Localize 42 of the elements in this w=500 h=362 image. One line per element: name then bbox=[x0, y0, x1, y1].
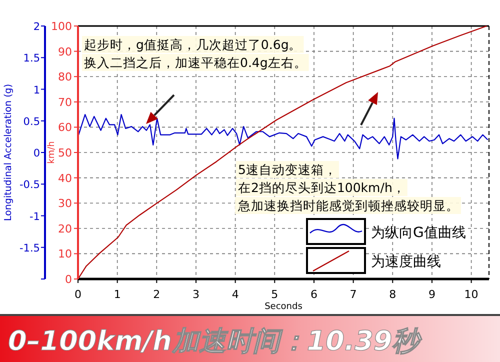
y2-tick-label: 2 bbox=[33, 21, 40, 33]
y2-tick-label: -1 bbox=[30, 210, 40, 223]
x-tick-label: 2 bbox=[153, 288, 160, 301]
y-tick-label: 0 bbox=[65, 273, 72, 286]
x-tick-label: 5 bbox=[271, 288, 278, 301]
x-tick-label: 1 bbox=[114, 288, 121, 301]
annotation: 换入二挡之后，加速平稳在0.4g左右。 bbox=[84, 55, 307, 70]
legend-label: 为速度曲线 bbox=[371, 254, 441, 270]
x-axis-title: Seconds bbox=[264, 302, 303, 312]
y-tick-label: 10 bbox=[58, 248, 72, 261]
annotation: 急加速换挡时能感觉到顿挫感较明显。 bbox=[237, 198, 459, 213]
y-tick-label: 100 bbox=[51, 20, 72, 33]
x-tick-label: 6 bbox=[310, 288, 318, 301]
y-tick-label: 50 bbox=[58, 146, 72, 160]
x-tick-label: 3 bbox=[192, 288, 200, 301]
y-tick-label: 70 bbox=[58, 96, 72, 109]
y-tick-label: 80 bbox=[58, 70, 72, 84]
annotation: 起步时，g值挺高，几次超过了0.6g。 bbox=[84, 37, 302, 52]
y2-tick-label: -1.5 bbox=[20, 242, 40, 254]
x-tick-label: 7 bbox=[350, 288, 357, 301]
y-axis-title: km/h bbox=[47, 141, 57, 164]
y2-tick-label: 1 bbox=[33, 84, 40, 96]
x-tick-label: 9 bbox=[428, 288, 436, 301]
y-tick-label: 90 bbox=[58, 45, 72, 58]
x-tick-label: 4 bbox=[232, 288, 239, 301]
y2-tick-label: 1.5 bbox=[23, 52, 40, 65]
x-tick-label: 0 bbox=[74, 288, 82, 301]
y-tick-label: 20 bbox=[58, 222, 72, 236]
y2-axis-title: Longitudinal Acceleration (g) bbox=[3, 84, 14, 222]
annotation: 5速自动变速箱， bbox=[238, 162, 337, 177]
y-tick-label: 60 bbox=[58, 121, 72, 134]
legend-label: 为纵向G值曲线 bbox=[371, 225, 466, 241]
y-tick-label: 40 bbox=[58, 172, 72, 185]
text: 0–100km/h加速时间：10.39秒 bbox=[8, 326, 424, 357]
x-tick-label: 8 bbox=[389, 288, 396, 301]
y2-tick-label: 0 bbox=[33, 148, 40, 160]
x-tick-label: 10 bbox=[464, 288, 478, 301]
annotation: 在2挡的尽头到达100km/h， bbox=[238, 180, 406, 195]
y2-tick-label: -0.5 bbox=[20, 179, 40, 192]
y-tick-label: 30 bbox=[58, 197, 72, 210]
y2-tick-label: 0.5 bbox=[23, 116, 40, 128]
line-series bbox=[77, 25, 488, 280]
